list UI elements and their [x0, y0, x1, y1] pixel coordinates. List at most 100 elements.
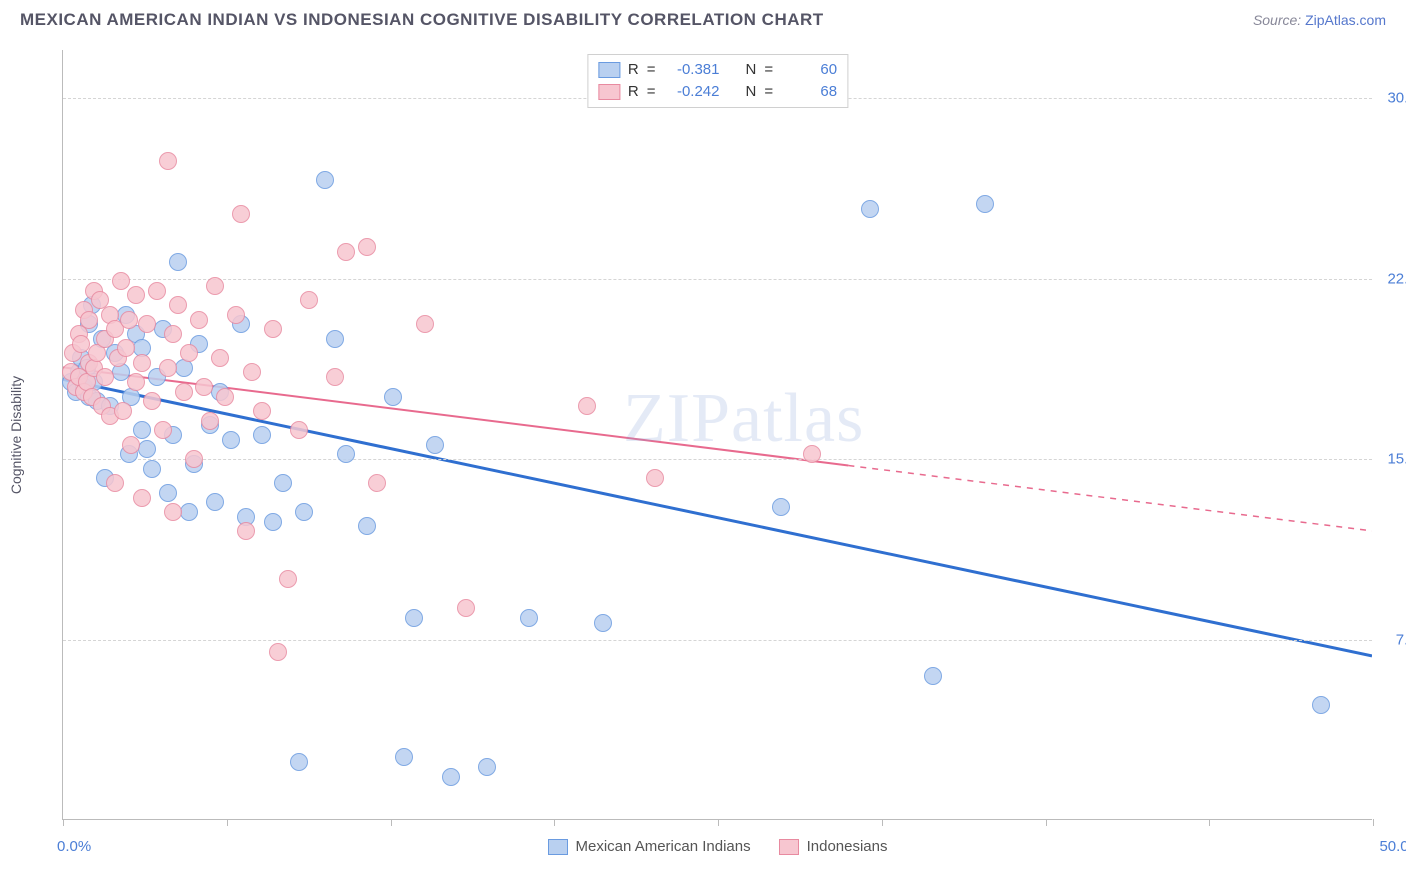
data-point-mexican [478, 758, 496, 776]
data-point-indonesian [232, 205, 250, 223]
data-point-indonesian [133, 489, 151, 507]
x-tick [227, 819, 228, 826]
data-point-mexican [395, 748, 413, 766]
source-prefix: Source: [1253, 12, 1305, 28]
data-point-indonesian [646, 469, 664, 487]
x-tick [1046, 819, 1047, 826]
data-point-indonesian [159, 152, 177, 170]
data-point-indonesian [358, 238, 376, 256]
stat-r-label: R [628, 59, 639, 81]
equals-sign: = [764, 81, 773, 103]
equals-sign: = [764, 59, 773, 81]
data-point-indonesian [164, 503, 182, 521]
data-point-indonesian [120, 311, 138, 329]
data-point-mexican [442, 768, 460, 786]
data-point-mexican [358, 517, 376, 535]
data-point-mexican [274, 474, 292, 492]
data-point-indonesian [159, 359, 177, 377]
data-point-indonesian [133, 354, 151, 372]
trendline-mexican [63, 379, 1372, 656]
y-tick-label: 30.0% [1387, 90, 1406, 107]
x-tick [63, 819, 64, 826]
data-point-indonesian [803, 445, 821, 463]
stat-n-label: N [746, 81, 757, 103]
data-point-indonesian [164, 325, 182, 343]
legend-swatch [548, 839, 568, 855]
equals-sign: = [647, 59, 656, 81]
data-point-indonesian [106, 474, 124, 492]
data-point-indonesian [264, 320, 282, 338]
data-point-indonesian [127, 373, 145, 391]
legend-swatch [779, 839, 799, 855]
y-tick-label: 15.0% [1387, 451, 1406, 468]
plot-area: ZIPatlas R=-0.381N=60R=-0.242N=68 Mexica… [62, 50, 1372, 820]
data-point-indonesian [117, 339, 135, 357]
legend-item-indonesian[interactable]: Indonesians [779, 838, 888, 855]
data-point-indonesian [227, 306, 245, 324]
x-tick [1373, 819, 1374, 826]
data-point-indonesian [127, 286, 145, 304]
data-point-indonesian [457, 599, 475, 617]
data-point-mexican [405, 609, 423, 627]
data-point-indonesian [190, 311, 208, 329]
data-point-indonesian [143, 392, 161, 410]
data-point-indonesian [201, 412, 219, 430]
data-point-indonesian [195, 378, 213, 396]
stat-n-value: 68 [781, 81, 837, 103]
legend-label: Mexican American Indians [576, 838, 751, 855]
data-point-mexican [924, 667, 942, 685]
data-point-mexican [180, 503, 198, 521]
data-point-mexican [290, 753, 308, 771]
data-point-mexican [295, 503, 313, 521]
data-point-mexican [326, 330, 344, 348]
data-point-indonesian [300, 291, 318, 309]
data-point-mexican [143, 460, 161, 478]
data-point-indonesian [169, 296, 187, 314]
data-point-mexican [264, 513, 282, 531]
data-point-mexican [316, 171, 334, 189]
data-point-indonesian [112, 272, 130, 290]
data-point-mexican [159, 484, 177, 502]
data-point-indonesian [253, 402, 271, 420]
y-tick-label: 7.5% [1396, 631, 1406, 648]
data-point-indonesian [148, 282, 166, 300]
source-link[interactable]: ZipAtlas.com [1305, 12, 1386, 28]
stat-n-label: N [746, 59, 757, 81]
equals-sign: = [647, 81, 656, 103]
data-point-indonesian [326, 368, 344, 386]
x-tick [554, 819, 555, 826]
data-point-indonesian [269, 643, 287, 661]
data-point-indonesian [122, 436, 140, 454]
x-tick [1209, 819, 1210, 826]
data-point-indonesian [185, 450, 203, 468]
chart-title: MEXICAN AMERICAN INDIAN VS INDONESIAN CO… [20, 10, 824, 30]
legend-item-mexican[interactable]: Mexican American Indians [548, 838, 751, 855]
chart-container: Cognitive Disability ZIPatlas R=-0.381N=… [46, 50, 1386, 820]
legend-stats: R=-0.381N=60R=-0.242N=68 [587, 54, 848, 108]
watermark: ZIPatlas [623, 379, 864, 459]
data-point-indonesian [211, 349, 229, 367]
data-point-mexican [253, 426, 271, 444]
x-tick [391, 819, 392, 826]
data-point-mexican [206, 493, 224, 511]
data-point-mexican [138, 440, 156, 458]
data-point-indonesian [114, 402, 132, 420]
data-point-mexican [594, 614, 612, 632]
legend-series: Mexican American Indians Indonesians [63, 838, 1372, 855]
x-tick-label-max: 50.0% [1379, 838, 1406, 855]
data-point-indonesian [237, 522, 255, 540]
data-point-indonesian [80, 311, 98, 329]
data-point-indonesian [337, 243, 355, 261]
legend-swatch [598, 62, 620, 78]
data-point-indonesian [216, 388, 234, 406]
data-point-indonesian [368, 474, 386, 492]
data-point-mexican [337, 445, 355, 463]
data-point-indonesian [96, 368, 114, 386]
data-point-indonesian [206, 277, 224, 295]
data-point-mexican [384, 388, 402, 406]
data-point-mexican [1312, 696, 1330, 714]
data-point-mexican [426, 436, 444, 454]
data-point-indonesian [154, 421, 172, 439]
stat-r-value: -0.381 [664, 59, 720, 81]
gridline-h [63, 640, 1372, 641]
